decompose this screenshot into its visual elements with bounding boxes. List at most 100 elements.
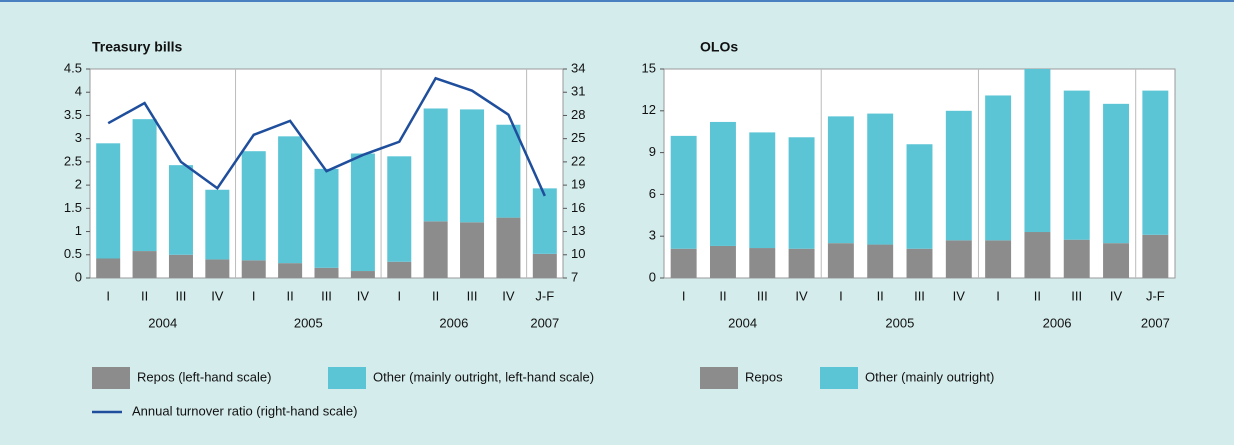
bar — [423, 108, 448, 222]
year-label: 2006 — [1043, 315, 1072, 330]
bar — [788, 137, 815, 249]
x-tick-label: II — [141, 288, 148, 303]
x-tick-label: IV — [502, 288, 515, 303]
legend-label: Annual turnover ratio (right-hand scale) — [132, 403, 357, 418]
bar — [1142, 234, 1169, 278]
bar — [1063, 239, 1090, 278]
bar — [168, 254, 193, 278]
bar — [788, 248, 815, 278]
bar — [985, 95, 1012, 241]
bar — [350, 271, 375, 278]
bar — [945, 240, 972, 278]
bar — [241, 151, 266, 261]
bar — [670, 248, 697, 278]
x-tick-label: J-F — [1146, 288, 1165, 303]
x-tick-label: I — [839, 288, 843, 303]
bar — [460, 109, 485, 223]
y-tick-label: 12 — [642, 102, 656, 117]
bar — [749, 248, 776, 278]
y-tick-label: 3 — [649, 228, 656, 243]
legend-label: Other (mainly outright) — [865, 369, 994, 384]
year-label: 2006 — [439, 315, 468, 330]
y2-tick-label: 10 — [571, 246, 585, 261]
bar — [132, 251, 157, 278]
bar — [387, 261, 412, 278]
legend-swatch — [700, 367, 738, 389]
x-tick-label: IV — [1110, 288, 1123, 303]
y-tick-label: 15 — [642, 60, 656, 75]
y-tick-label: 0 — [649, 269, 656, 284]
legend-swatch — [328, 367, 366, 389]
y-tick-label: 2.5 — [64, 153, 82, 168]
y-tick-label: 4 — [75, 84, 82, 99]
x-tick-label: J-F — [535, 288, 554, 303]
y2-tick-label: 28 — [571, 107, 585, 122]
y-tick-label: 3.5 — [64, 107, 82, 122]
bar — [1063, 90, 1090, 240]
year-label: 2007 — [530, 315, 559, 330]
bar — [205, 189, 230, 260]
x-tick-label: III — [321, 288, 332, 303]
bar — [945, 110, 972, 241]
bar — [132, 119, 157, 252]
y2-tick-label: 16 — [571, 200, 585, 215]
bar — [96, 143, 121, 259]
x-tick-label: II — [286, 288, 293, 303]
x-tick-label: III — [914, 288, 925, 303]
y-tick-label: 3 — [75, 130, 82, 145]
bar — [867, 244, 894, 278]
bar — [460, 222, 485, 278]
bar — [496, 124, 521, 218]
bar — [749, 132, 776, 249]
y2-tick-label: 19 — [571, 177, 585, 192]
year-label: 2004 — [728, 315, 757, 330]
bar — [205, 259, 230, 278]
x-tick-label: I — [252, 288, 256, 303]
x-tick-label: IV — [795, 288, 808, 303]
bar — [906, 144, 933, 249]
y2-tick-label: 25 — [571, 130, 585, 145]
bar — [827, 243, 854, 278]
y2-tick-label: 34 — [571, 60, 585, 75]
year-label: 2005 — [294, 315, 323, 330]
y-tick-label: 4.5 — [64, 60, 82, 75]
x-tick-label: III — [757, 288, 768, 303]
x-tick-label: IV — [953, 288, 966, 303]
x-tick-label: IV — [211, 288, 224, 303]
turnover-line — [107, 76, 546, 197]
bar — [96, 258, 121, 278]
bar — [1024, 69, 1051, 233]
legend-label: Repos (left-hand scale) — [137, 369, 271, 384]
legend-swatch — [92, 367, 130, 389]
x-tick-label: II — [1034, 288, 1041, 303]
y-tick-label: 2 — [75, 177, 82, 192]
chart-title: Treasury bills — [92, 39, 182, 55]
y2-tick-label: 13 — [571, 223, 585, 238]
bar — [278, 136, 303, 264]
bar — [496, 217, 521, 278]
legend-swatch — [820, 367, 858, 389]
y-tick-label: 9 — [649, 144, 656, 159]
y2-tick-label: 31 — [571, 84, 585, 99]
x-tick-label: III — [176, 288, 187, 303]
bar — [827, 116, 854, 244]
bar — [1103, 103, 1130, 244]
x-tick-label: I — [397, 288, 401, 303]
bar — [709, 245, 736, 278]
bar — [387, 156, 412, 262]
year-label: 2007 — [1141, 315, 1170, 330]
bar — [1142, 90, 1169, 235]
x-tick-label: I — [996, 288, 1000, 303]
bar — [532, 253, 557, 278]
bar — [423, 221, 448, 278]
bar — [670, 135, 697, 249]
x-tick-label: III — [467, 288, 478, 303]
bar — [278, 263, 303, 278]
bar — [168, 165, 193, 255]
bar — [1024, 232, 1051, 278]
y-tick-label: 6 — [649, 186, 656, 201]
x-tick-label: III — [1071, 288, 1082, 303]
bar — [314, 168, 339, 268]
bar — [532, 188, 557, 254]
